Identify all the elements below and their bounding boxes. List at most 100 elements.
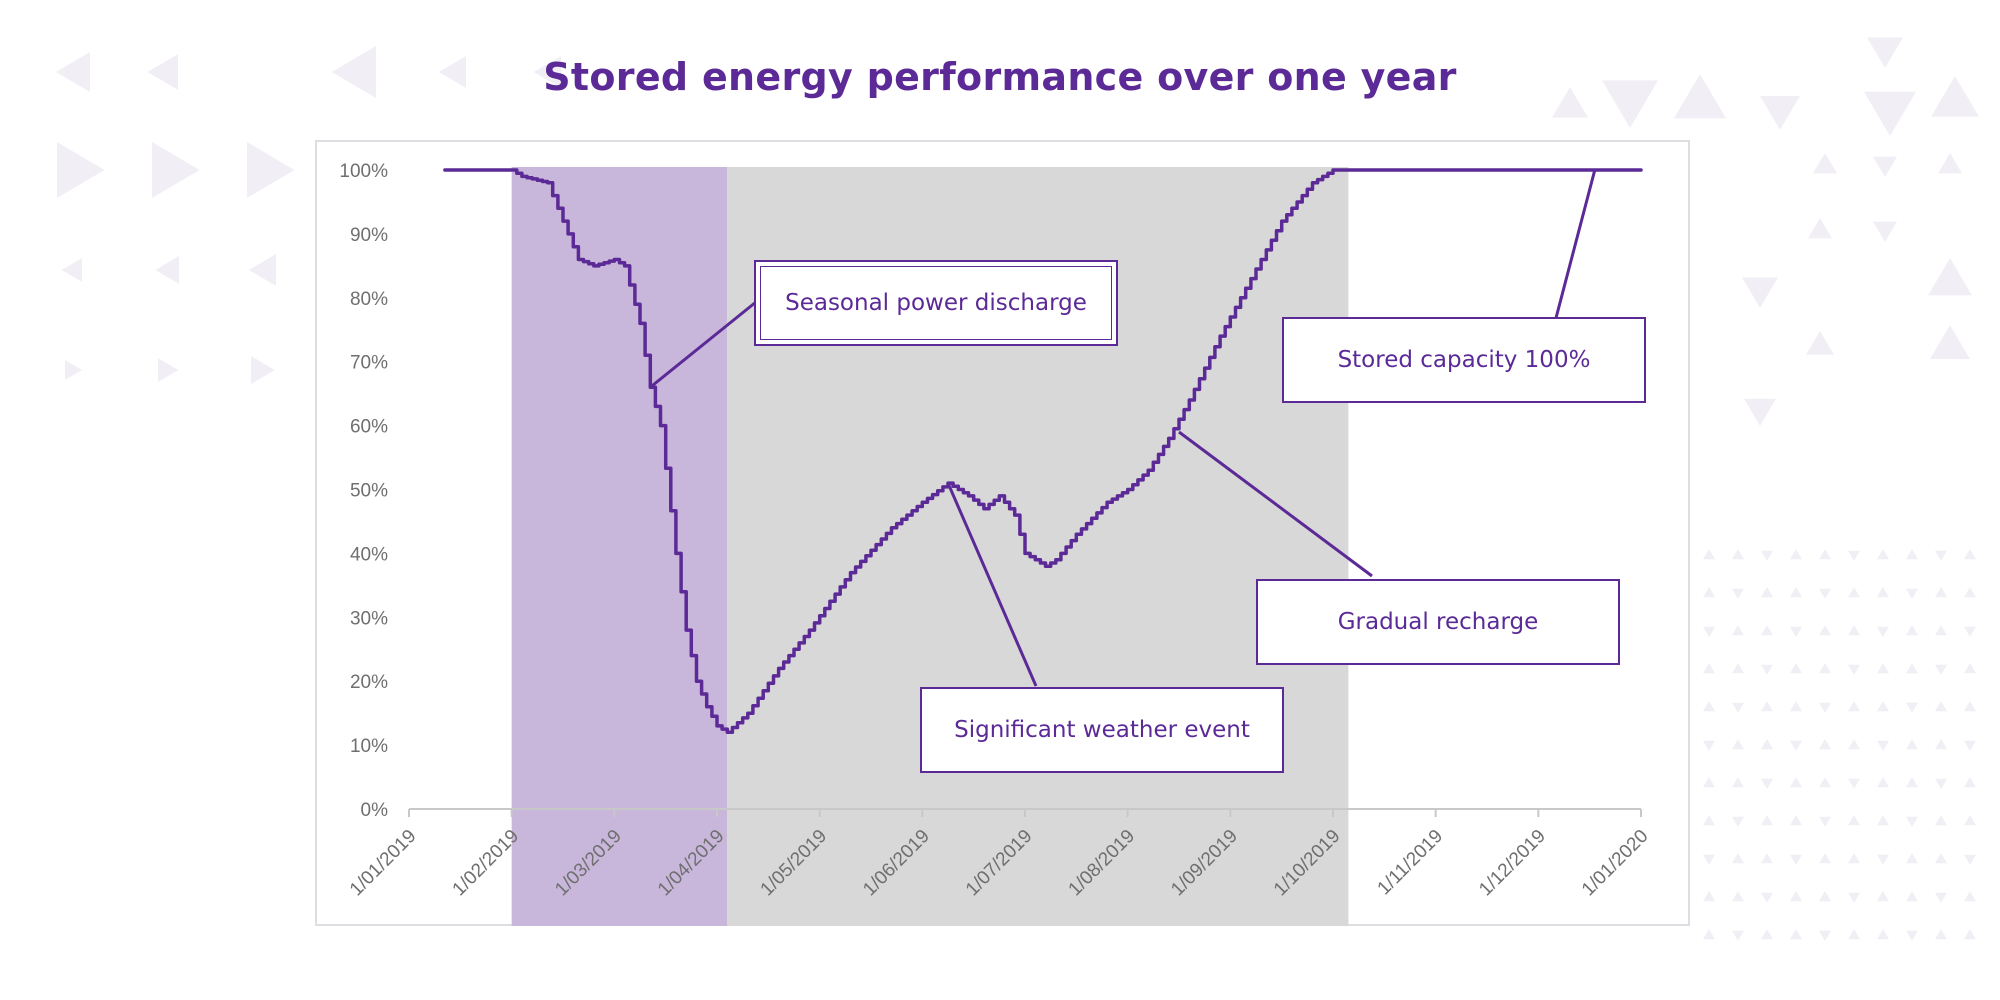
background-triangle — [1819, 663, 1831, 674]
background-triangle — [1819, 816, 1831, 827]
background-triangle — [1760, 96, 1800, 130]
background-triangle — [1873, 156, 1897, 177]
leader-line-weather — [946, 482, 1038, 687]
background-triangle — [1813, 153, 1837, 174]
background-triangle — [1761, 815, 1773, 826]
background-triangle — [1732, 549, 1744, 560]
background-triangle — [1877, 701, 1889, 712]
background-triangle — [1964, 587, 1976, 598]
background-triangle — [152, 142, 200, 198]
background-triangle — [1928, 258, 1972, 296]
background-triangle — [1732, 739, 1744, 750]
background-triangle — [1848, 853, 1860, 864]
y-tick-label: 70% — [350, 353, 388, 374]
background-triangle — [1819, 739, 1831, 750]
background-triangle — [147, 54, 178, 90]
background-triangle — [1819, 625, 1831, 636]
background-triangle — [1964, 549, 1976, 560]
background-triangle — [248, 254, 276, 286]
background-triangle — [1742, 277, 1778, 308]
background-triangle — [1935, 892, 1947, 903]
x-tick-label: 1/01/2019 — [346, 826, 421, 901]
background-triangle — [1703, 777, 1715, 788]
leader-line-discharge — [649, 300, 757, 389]
background-triangle — [1761, 664, 1773, 675]
background-triangle — [1732, 930, 1744, 941]
background-triangle — [1703, 701, 1715, 712]
background-triangle — [251, 356, 275, 384]
background-triangle — [1877, 740, 1889, 751]
background-triangle — [1873, 221, 1897, 242]
background-triangle — [1848, 892, 1860, 903]
background-triangle — [1935, 929, 1947, 940]
x-tick-label: 1/01/2020 — [1578, 826, 1653, 901]
background-triangle — [1761, 853, 1773, 864]
background-triangle — [1732, 891, 1744, 902]
background-triangle — [1964, 663, 1976, 674]
annotation-significant-weather-event: Significant weather event — [920, 687, 1284, 773]
background-triangle — [1790, 740, 1802, 751]
x-tick-label: 1/11/2019 — [1374, 826, 1448, 900]
background-triangle — [1877, 549, 1889, 560]
annotation-stored-capacity: Stored capacity 100% — [1282, 317, 1646, 403]
background-triangle — [1964, 854, 1976, 865]
background-triangle — [1877, 626, 1889, 637]
background-triangle — [1906, 853, 1918, 864]
background-triangle — [1848, 664, 1860, 675]
background-triangle — [1602, 80, 1658, 128]
background-triangle — [1703, 891, 1715, 902]
background-triangle — [1867, 37, 1903, 68]
y-tick-label: 80% — [350, 289, 388, 310]
background-triangle — [1552, 87, 1588, 118]
background-triangle — [1732, 663, 1744, 674]
background-triangle — [1819, 549, 1831, 560]
y-tick-label: 30% — [350, 608, 388, 629]
x-tick-label: 1/12/2019 — [1475, 826, 1550, 901]
background-triangle — [1864, 91, 1916, 136]
background-triangle — [1877, 663, 1889, 674]
background-triangle — [1935, 625, 1947, 636]
background-triangle — [1931, 76, 1979, 117]
background-triangle — [1906, 930, 1918, 941]
chart-title: Stored energy performance over one year — [543, 55, 1457, 99]
background-triangle — [1790, 549, 1802, 560]
background-triangle — [1732, 853, 1744, 864]
background-triangle — [1964, 626, 1976, 637]
background-triangle — [1819, 853, 1831, 864]
background-triangle — [1935, 778, 1947, 789]
background-triangle — [1848, 701, 1860, 712]
annotation-seasonal-power-discharge-text: Seasonal power discharge — [760, 266, 1112, 340]
background-triangle — [65, 360, 82, 380]
background-triangle — [1964, 815, 1976, 826]
background-triangle — [1761, 587, 1773, 598]
background-triangle — [1906, 816, 1918, 827]
y-tick-label: 100% — [339, 161, 388, 182]
background-triangle — [1877, 815, 1889, 826]
leader-line-capacity — [1554, 169, 1597, 319]
background-triangle — [1906, 891, 1918, 902]
background-triangle — [1806, 331, 1834, 355]
background-triangle — [1848, 550, 1860, 561]
background-triangle — [1935, 701, 1947, 712]
background-triangle — [1964, 701, 1976, 712]
background-triangle — [1935, 815, 1947, 826]
background-triangle — [1703, 626, 1715, 637]
background-triangle — [1906, 702, 1918, 713]
background-triangle — [1819, 588, 1831, 599]
background-triangle — [1877, 777, 1889, 788]
background-triangle — [1703, 587, 1715, 598]
background-triangle — [1877, 891, 1889, 902]
background-triangle — [1761, 892, 1773, 903]
background-triangle — [438, 56, 466, 88]
background-triangle — [1964, 777, 1976, 788]
background-triangle — [158, 358, 179, 382]
background-triangle — [61, 258, 82, 282]
y-tick-label: 10% — [350, 736, 388, 757]
background-triangle — [1848, 739, 1860, 750]
background-triangle — [1935, 550, 1947, 561]
background-triangle — [1761, 701, 1773, 712]
background-triangle — [57, 142, 105, 198]
background-triangle — [1930, 325, 1970, 359]
background-triangle — [1732, 777, 1744, 788]
